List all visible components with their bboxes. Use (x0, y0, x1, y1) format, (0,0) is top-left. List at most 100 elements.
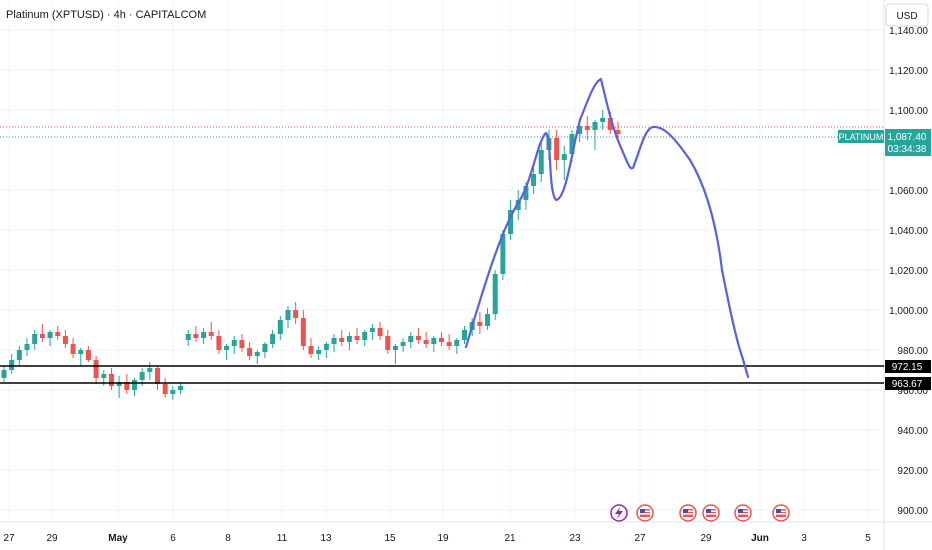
candle-body (70, 344, 76, 354)
event-lightning-icon[interactable] (610, 504, 628, 522)
candle-body (185, 334, 191, 340)
projection-drawing[interactable] (464, 77, 750, 379)
time-tick-label: 29 (700, 533, 712, 544)
candle-body (600, 118, 606, 122)
candle-body (316, 350, 322, 354)
price-tick-label: 900.00 (897, 506, 928, 517)
candle-body (293, 310, 299, 318)
us-flag-icon[interactable] (772, 504, 790, 522)
candle-body (561, 154, 567, 160)
level-label-963-text: 963.67 (892, 379, 923, 390)
candle-body (201, 332, 207, 338)
price-tag-price: 1,087.40 (888, 132, 927, 143)
candle-body (508, 210, 514, 234)
time-tick-label: May (108, 533, 128, 544)
candle-body (615, 130, 621, 134)
candle-body (523, 186, 529, 200)
candle-body (607, 118, 613, 130)
candle-body (592, 122, 598, 130)
price-tick-label: 980.00 (897, 346, 928, 357)
candle-body (584, 126, 590, 130)
candle-body (254, 352, 260, 356)
candle-body (178, 386, 184, 390)
time-tick-label: 15 (384, 533, 396, 544)
price-tick-label: 1,120.00 (889, 66, 928, 77)
candle-body (32, 334, 38, 344)
candle-body (231, 340, 237, 346)
candle-body (262, 344, 268, 352)
us-flag-icon[interactable] (702, 504, 720, 522)
time-ticks: 27 29 May 6 8 11 13 15 19 21 23 27 29 Jun 3 5 (3, 533, 871, 544)
candle-body (354, 336, 360, 340)
time-tick-label: Jun (751, 533, 769, 544)
candle-body (308, 346, 314, 354)
level-label-972-text: 972.15 (892, 362, 923, 373)
candle-body (454, 340, 460, 346)
time-tick-label: 8 (225, 533, 231, 544)
candle-body (300, 318, 306, 346)
price-tick-label: 1,000.00 (889, 306, 928, 317)
candle-body (446, 342, 452, 346)
candle-body (216, 336, 222, 350)
candle-body (346, 336, 352, 342)
candle-body (277, 320, 283, 334)
chart-title[interactable]: Platinum (XPTUSD) · 4h · CAPITALCOM (6, 9, 206, 21)
candle-body (93, 360, 99, 378)
candle-body (162, 384, 168, 394)
grid (0, 0, 884, 522)
price-tick-label: 960.00 (897, 386, 928, 397)
candle-body (124, 382, 130, 390)
candle-body (423, 340, 429, 344)
candle-body (385, 336, 391, 350)
time-tick-label: 13 (320, 533, 332, 544)
price-axis-panel[interactable] (884, 0, 932, 522)
candle-body (492, 274, 498, 314)
time-tick-label: 27 (3, 533, 15, 544)
candle-body (438, 338, 444, 342)
candle-body (78, 350, 84, 354)
candle-body (285, 310, 291, 320)
candle-body (224, 346, 230, 350)
level-label-963: 963.67 (885, 377, 931, 390)
candle-body (400, 342, 406, 346)
candle-body (477, 322, 483, 326)
time-tick-label: 5 (865, 533, 871, 544)
us-flag-icon[interactable] (734, 504, 752, 522)
currency-selector[interactable]: USD (885, 3, 929, 27)
candle-body (331, 338, 337, 344)
price-tick-label: 940.00 (897, 426, 928, 437)
candle-body (408, 336, 414, 342)
time-tick-label: 27 (634, 533, 646, 544)
us-flag-icon[interactable] (679, 504, 697, 522)
price-tag-countdown: 03:34:38 (888, 144, 927, 155)
candle-body (193, 334, 199, 338)
candle-body (577, 126, 583, 134)
time-tick-label: 11 (277, 533, 288, 544)
price-tick-label: 1,100.00 (889, 106, 928, 117)
candle-body (531, 174, 537, 186)
candle-body (1, 370, 7, 378)
candle-body (116, 382, 122, 386)
price-ticks: 1,140.00 1,120.00 1,100.00 1,060.00 1,040.00… (889, 26, 928, 517)
time-tick-label: 23 (569, 533, 581, 544)
candle-body (554, 138, 560, 160)
candle-body (415, 336, 421, 340)
price-tag-symbol: PLATINUM (839, 132, 884, 142)
candle-body (538, 150, 544, 174)
candle-body (462, 330, 467, 340)
time-tick-label: 19 (437, 533, 449, 544)
candle-body (362, 332, 368, 340)
time-tick-label: 6 (170, 533, 176, 544)
candle-body (139, 372, 145, 380)
candle-body (147, 368, 153, 372)
candle-body (431, 338, 437, 344)
us-flag-icon[interactable] (636, 504, 654, 522)
candle-body (155, 368, 160, 384)
candle-body (377, 328, 383, 336)
time-tick-label: 29 (46, 533, 58, 544)
candle-body (500, 234, 506, 274)
level-label-972: 972.15 (885, 360, 931, 373)
time-tick-label: 3 (801, 533, 807, 544)
candlestick-series (1, 110, 621, 400)
